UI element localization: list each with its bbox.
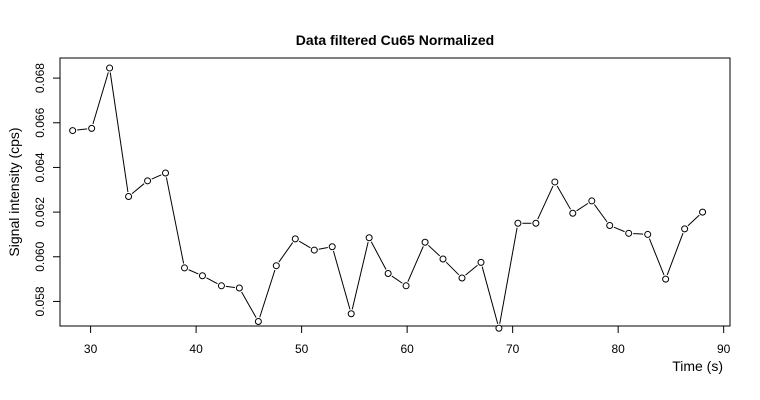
x-tick-label: 50 [295, 342, 309, 356]
series-segment [499, 227, 518, 324]
data-point [88, 124, 96, 132]
data-point [254, 318, 262, 326]
x-tick-label: 90 [717, 342, 731, 356]
series-segment [613, 226, 625, 233]
data-point [662, 275, 670, 283]
series-segment [109, 72, 129, 193]
series-segment [687, 214, 700, 227]
series-segment [556, 185, 571, 210]
y-tick-label: 0.066 [33, 107, 47, 137]
series-segment [407, 246, 424, 282]
series-segment [92, 72, 109, 125]
series-segment [278, 242, 294, 263]
data-point [272, 262, 280, 270]
data-point [198, 272, 206, 280]
data-point [514, 219, 522, 227]
series-segment [131, 183, 145, 194]
series-segment [259, 269, 276, 318]
x-tick-label: 60 [400, 342, 414, 356]
series-segment [241, 291, 257, 318]
data-point [439, 255, 447, 263]
x-tick-label: 30 [84, 342, 98, 356]
y-tick-label: 0.060 [33, 241, 47, 271]
series-segment [465, 264, 478, 276]
y-tick-label: 0.058 [33, 286, 47, 316]
series-segment [165, 177, 185, 264]
data-point [402, 282, 410, 290]
data-point [477, 258, 485, 266]
data-point [310, 246, 318, 254]
data-point [144, 177, 152, 185]
y-axis-ticks: 0.058 0.060 0.062 0.064 0.066 0.068 [33, 63, 60, 316]
x-tick-label: 40 [189, 342, 203, 356]
data-point [644, 230, 652, 238]
x-tick-label: 70 [506, 342, 520, 356]
plot-frame [59, 57, 731, 327]
data-point [69, 127, 77, 135]
series-segment [77, 128, 88, 131]
series-segment [666, 232, 684, 276]
x-axis-ticks: 30 40 50 60 70 80 90 [84, 326, 731, 356]
data-point [458, 274, 466, 282]
data-point [699, 208, 707, 216]
data-point [181, 264, 189, 272]
series-layer [69, 64, 707, 332]
y-axis-label: Signal intensity (cps) [6, 127, 22, 256]
data-point [606, 222, 614, 229]
y-tick-label: 0.062 [33, 197, 47, 227]
series-segment [151, 174, 162, 180]
data-point [569, 209, 577, 217]
series-segment [648, 238, 665, 276]
series-segment [332, 250, 351, 310]
series-segment [576, 202, 589, 212]
data-point [551, 178, 559, 186]
y-tick-label: 0.064 [33, 152, 47, 182]
series-segment [428, 244, 441, 257]
series-segment [481, 266, 499, 325]
data-point [681, 225, 689, 233]
series-segment [633, 233, 644, 235]
series-segment [225, 285, 235, 288]
chart-title: Data filtered Cu65 Normalized [296, 32, 494, 48]
data-point [384, 270, 392, 278]
data-point [328, 243, 336, 251]
data-point [365, 234, 373, 242]
data-point [625, 229, 633, 237]
data-point [291, 235, 299, 243]
data-point [347, 310, 355, 318]
data-point [588, 197, 596, 205]
x-axis-label: Time (s) [672, 358, 723, 374]
series-segment [351, 242, 369, 310]
series-segment [188, 269, 199, 275]
series-segment [537, 185, 554, 220]
series-segment [370, 241, 387, 270]
data-point [235, 284, 243, 292]
data-point [162, 169, 170, 177]
series-segment [206, 277, 218, 285]
y-tick-label: 0.068 [33, 63, 47, 93]
data-point [106, 64, 114, 72]
series-segment [594, 204, 608, 223]
data-point [532, 219, 540, 227]
series-segment [391, 275, 403, 284]
series-segment [445, 261, 460, 276]
x-tick-label: 80 [611, 342, 625, 356]
series-segment [298, 240, 311, 249]
data-point [125, 192, 133, 200]
data-point [421, 238, 429, 246]
data-point [217, 282, 225, 290]
data-point [495, 324, 503, 332]
series-segment [318, 247, 328, 250]
